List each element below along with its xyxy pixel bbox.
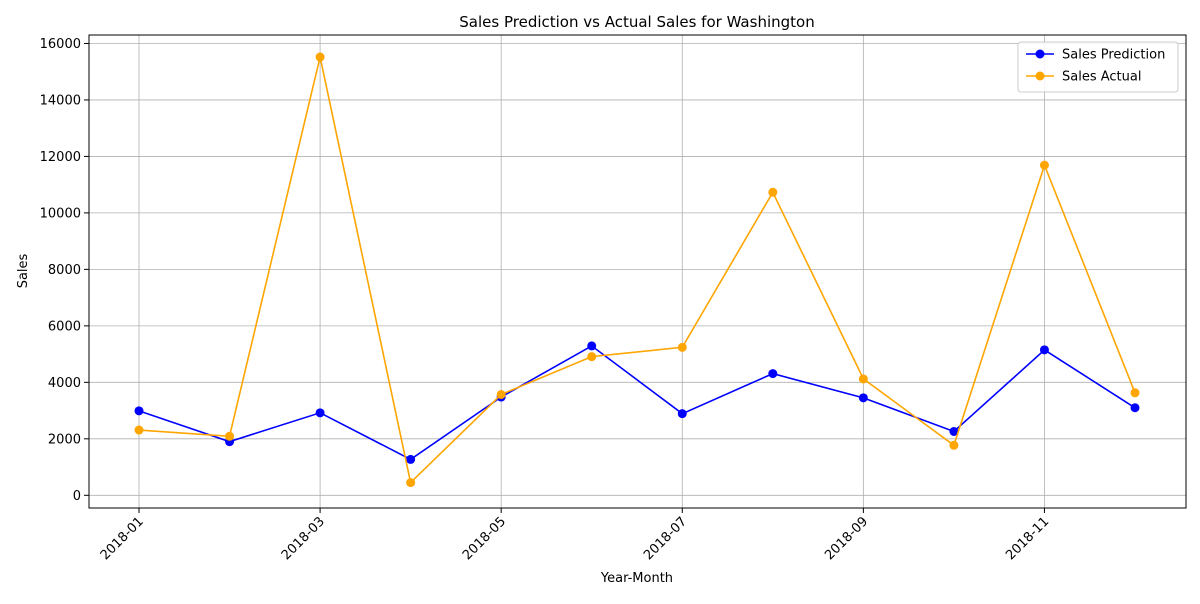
data-point-prediction <box>1039 345 1049 355</box>
data-point-actual <box>225 431 235 441</box>
data-point-prediction <box>949 426 959 436</box>
data-point-actual <box>858 374 868 384</box>
legend-marker-actual <box>1035 71 1045 81</box>
data-point-actual <box>496 389 506 399</box>
x-tick-label: 2018-03 <box>279 514 328 563</box>
data-point-prediction <box>858 393 868 403</box>
chart-title: Sales Prediction vs Actual Sales for Was… <box>459 13 814 31</box>
data-point-actual <box>677 342 687 352</box>
data-point-actual <box>1130 388 1140 398</box>
x-tick-label: 2018-09 <box>822 514 871 563</box>
x-axis-ticks: 2018-01 2018-03 2018-05 2018-07 2018-09 2018-… <box>98 508 1052 563</box>
legend: Sales Prediction Sales Actual <box>1017 41 1179 93</box>
y-tick-label: 4000 <box>48 376 81 391</box>
legend-marker-prediction <box>1035 49 1045 59</box>
data-point-actual <box>406 478 416 488</box>
y-axis-ticks: 0 2000 4000 6000 8000 10000 12000 14000 16000 <box>40 37 89 504</box>
y-tick-label: 8000 <box>48 263 81 278</box>
data-point-prediction <box>315 408 325 418</box>
data-point-actual <box>587 352 597 362</box>
series-line-prediction <box>138 344 1136 461</box>
data-point-prediction <box>1130 403 1140 413</box>
y-tick-label: 0 <box>73 489 81 504</box>
legend-label-actual: Sales Actual <box>1062 70 1141 85</box>
data-point-prediction <box>677 409 687 419</box>
data-point-actual <box>949 440 959 450</box>
data-point-actual <box>134 425 144 435</box>
x-tick-label: 2018-07 <box>641 514 690 563</box>
data-point-prediction <box>406 454 416 464</box>
data-point-prediction <box>587 341 597 351</box>
y-tick-label: 6000 <box>48 319 81 334</box>
y-tick-label: 14000 <box>40 93 81 108</box>
series-group <box>134 52 1140 488</box>
series-line-actual <box>138 56 1136 485</box>
data-point-prediction <box>134 406 144 416</box>
data-point-prediction <box>768 369 778 379</box>
grid <box>89 35 1186 508</box>
data-point-actual <box>1039 160 1049 170</box>
data-point-actual <box>315 52 325 62</box>
y-tick-label: 10000 <box>40 206 81 221</box>
x-tick-label: 2018-01 <box>98 514 147 563</box>
data-point-actual <box>768 187 778 197</box>
y-axis-label: Sales <box>16 253 31 288</box>
legend-label-prediction: Sales Prediction <box>1062 48 1165 63</box>
x-tick-label: 2018-11 <box>1003 514 1052 563</box>
x-tick-label: 2018-05 <box>460 514 509 563</box>
x-axis-label: Year-Month <box>600 571 673 586</box>
plot-frame <box>88 34 1187 509</box>
legend-box <box>1017 41 1179 93</box>
y-tick-label: 12000 <box>40 150 81 165</box>
y-tick-label: 16000 <box>40 37 81 52</box>
y-tick-label: 2000 <box>48 432 81 447</box>
